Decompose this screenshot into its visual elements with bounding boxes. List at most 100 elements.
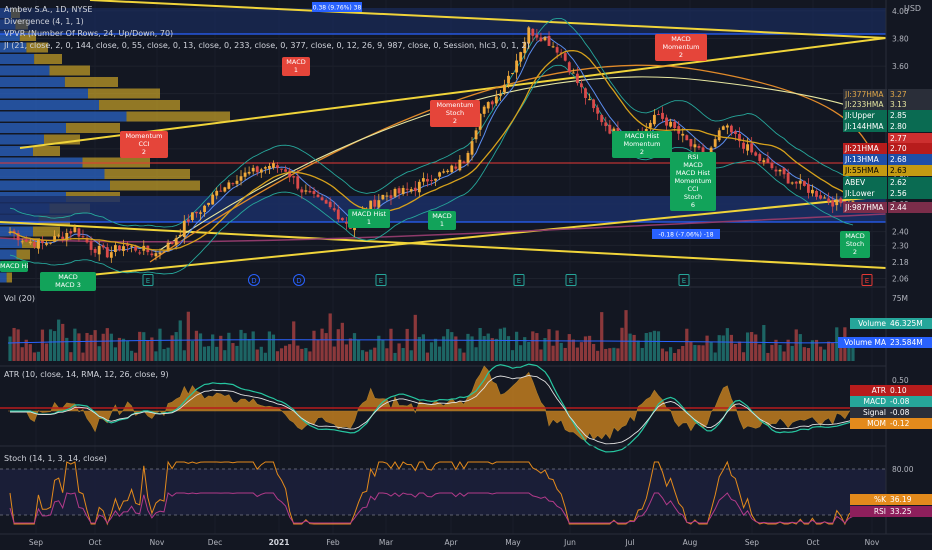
candle — [596, 107, 600, 114]
time-tick-label: Aug — [683, 538, 698, 547]
signal-label[interactable]: MACD Hist — [0, 261, 28, 272]
volume-bar — [644, 333, 648, 361]
volume-bar — [117, 337, 122, 361]
volume-bar — [673, 352, 677, 361]
candle — [413, 187, 417, 192]
signal-label[interactable]: MACD Hist Momentum 2 — [612, 131, 672, 158]
volume-bar — [211, 334, 215, 361]
volume-bar — [393, 352, 397, 361]
volume-bar — [709, 341, 713, 361]
volume-legend[interactable]: Vol (20) — [4, 294, 35, 303]
earnings-marker — [142, 274, 154, 286]
volume-bar — [782, 351, 786, 361]
dividend-marker — [248, 274, 260, 286]
volume-bar — [535, 333, 539, 361]
signal-label[interactable]: MACD MACD 3 — [40, 272, 96, 291]
volume-bar — [328, 313, 332, 361]
signal-label[interactable]: RSI MACD MACD Hist Momentum CCI Stoch 6 — [670, 152, 716, 211]
candle — [685, 135, 689, 141]
candle — [267, 165, 271, 169]
volume-bar — [425, 352, 430, 361]
atr-legend[interactable]: ATR (10, close, 14, RMA, 12, 26, close, … — [4, 370, 169, 379]
candle — [811, 189, 814, 194]
candle — [332, 208, 336, 211]
signal-label[interactable]: Momentum CCI 2 — [120, 131, 168, 158]
vpvr-down-bar — [26, 42, 48, 53]
volume-bar — [24, 339, 28, 361]
volume-bar — [737, 341, 742, 361]
signal-label[interactable]: Momentum Stoch 2 — [430, 100, 480, 127]
signal-label[interactable]: MACD 1 — [428, 211, 456, 230]
divergence-legend[interactable]: Divergence (4, 1, 1) — [4, 17, 84, 26]
trendline-upper — [89, 0, 887, 39]
currency-label: USD — [904, 4, 922, 13]
vpvr-up-bar — [0, 226, 33, 237]
volume-axis-label: 75M — [892, 294, 908, 303]
volume-bar — [154, 351, 158, 361]
volume-bar — [685, 328, 689, 361]
volume-bar — [802, 347, 806, 361]
volume-bar — [652, 330, 657, 361]
signal-label[interactable]: MACD Momentum 2 — [655, 34, 707, 61]
volume-bar — [510, 350, 515, 361]
vpvr-legend[interactable]: VPVR (Number Of Rows, 24, Up/Down, 70) — [4, 29, 174, 38]
candle — [738, 134, 741, 142]
volume-bar — [717, 335, 721, 361]
candle — [344, 222, 348, 224]
candle — [154, 253, 158, 257]
candle — [790, 182, 794, 184]
indicator-label: JI:Upper — [843, 110, 887, 121]
candle — [604, 122, 608, 127]
vpvr-up-bar — [0, 88, 88, 99]
signal-label[interactable]: MACD Stoch 2 — [840, 231, 870, 258]
candle — [648, 122, 652, 128]
candle — [182, 220, 186, 238]
candle — [389, 195, 393, 199]
candle — [571, 72, 575, 74]
volume-bar — [28, 344, 32, 361]
volume-bar — [12, 327, 16, 361]
candle — [503, 84, 506, 93]
price-tick-label: 2.06 — [892, 274, 909, 283]
volume-bar — [231, 343, 235, 361]
time-tick-label: Jul — [624, 538, 634, 547]
candle — [612, 128, 616, 133]
candle — [466, 152, 470, 163]
price-value-label: 2.44 — [888, 202, 932, 213]
volume-bar — [429, 342, 434, 361]
pane-value-label: -0.12 — [888, 418, 932, 429]
volume-bar — [219, 335, 223, 361]
volume-bar — [729, 334, 734, 361]
volume-bar — [304, 348, 308, 361]
volume-bar — [409, 350, 413, 361]
signal-label[interactable]: MACD Hist 1 — [348, 209, 390, 228]
indicator-label: JI:13HMA — [843, 154, 887, 165]
ji-legend[interactable]: JI (21, close, 2, 0, 144, close, 0, 55, … — [4, 41, 530, 50]
volume-bar — [482, 336, 486, 361]
vpvr-down-bar — [16, 249, 30, 260]
signal-line — [10, 375, 854, 445]
volume-bar — [494, 338, 498, 361]
volume-bar — [397, 343, 401, 361]
volume-bar — [134, 352, 138, 361]
price-value-label: 2.63 — [888, 165, 932, 176]
volume-bar — [113, 347, 118, 361]
volume-bar — [32, 352, 36, 361]
volume-bar — [596, 350, 600, 361]
event-marker-label: E — [569, 277, 573, 285]
candle — [729, 125, 733, 133]
volume-bar — [57, 319, 61, 361]
candle — [219, 190, 223, 192]
volume-bar — [835, 327, 839, 361]
signal-label[interactable]: MACD 1 — [282, 57, 310, 76]
volume-bar — [360, 350, 365, 361]
volume-bar — [373, 347, 377, 361]
volume-bar — [437, 346, 442, 361]
candle — [381, 194, 385, 200]
volume-bar — [600, 312, 604, 361]
stoch-legend[interactable]: Stoch (14, 1, 3, 14, close) — [4, 454, 107, 463]
candle — [555, 47, 559, 53]
volume-bar — [790, 345, 794, 361]
volume-bar — [498, 328, 503, 361]
candle — [697, 145, 701, 148]
